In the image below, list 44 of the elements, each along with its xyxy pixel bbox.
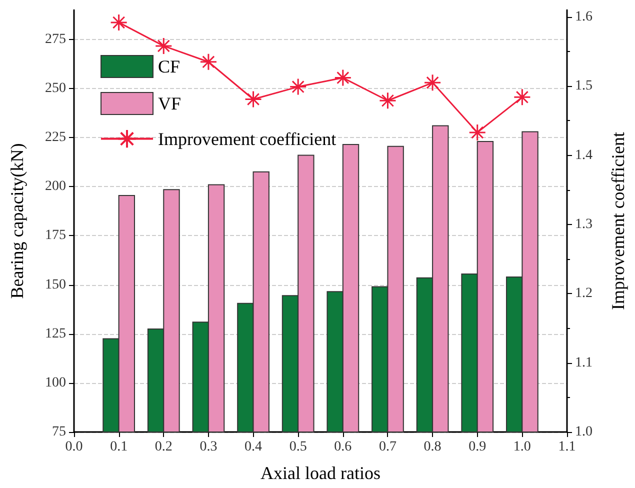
- point: [110, 14, 128, 32]
- legend-label: VF: [158, 94, 182, 114]
- x-axis-title: Axial load ratios: [260, 463, 380, 483]
- y-tick-label: 75: [52, 424, 66, 440]
- point: [468, 124, 486, 142]
- x-tick-label: 0.7: [378, 440, 396, 454]
- y2-tick-label: 1.5: [575, 78, 592, 94]
- y2-tick-label: 1.0: [575, 424, 592, 440]
- y-tick-label: 200: [45, 179, 66, 194]
- x-tick-label: 0.4: [244, 440, 262, 454]
- y2-tick-label: 1.4: [575, 148, 592, 163]
- x-tick-label: 0.9: [468, 440, 486, 454]
- x-tick-label: 0.6: [334, 440, 352, 454]
- point: [244, 90, 262, 108]
- y2-tick-label: 1.3: [575, 216, 592, 232]
- y2-tick-label: 1.6: [575, 9, 592, 24]
- y-tick-label: 175: [45, 228, 66, 244]
- point: [424, 74, 442, 92]
- point: [513, 88, 531, 106]
- legend-label: CF: [158, 56, 180, 76]
- y-tick-label: 250: [45, 81, 66, 96]
- y-axis-title: Bearing capacity(kN): [7, 143, 27, 299]
- legend-label: Improvement coefficient: [158, 128, 336, 149]
- x-tick-label: 0.0: [65, 440, 83, 454]
- x-tick-label: 0.3: [200, 440, 218, 454]
- y2-tick-label: 1.2: [575, 286, 592, 302]
- y2-tick-label: 1.1: [575, 355, 592, 370]
- point: [378, 92, 396, 110]
- point: [154, 37, 172, 55]
- y-tick-label: 275: [45, 32, 66, 47]
- y2-axis-title: Improvement coefficient: [608, 132, 628, 310]
- y-tick-label: 225: [45, 130, 66, 146]
- x-tick-label: 0.5: [289, 440, 307, 454]
- point: [289, 78, 307, 96]
- x-tick-label: 0.1: [110, 440, 128, 454]
- x-tick-label: 0.8: [424, 440, 442, 454]
- point: [334, 69, 352, 87]
- y-tick-label: 150: [45, 277, 66, 292]
- x-tick-label: 1.0: [513, 440, 531, 454]
- x-tick-label: 1.1: [558, 440, 576, 454]
- y-tick-label: 125: [45, 326, 66, 342]
- x-tick-label: 0.2: [154, 440, 172, 454]
- point: [200, 53, 218, 71]
- y-tick-label: 100: [45, 375, 66, 390]
